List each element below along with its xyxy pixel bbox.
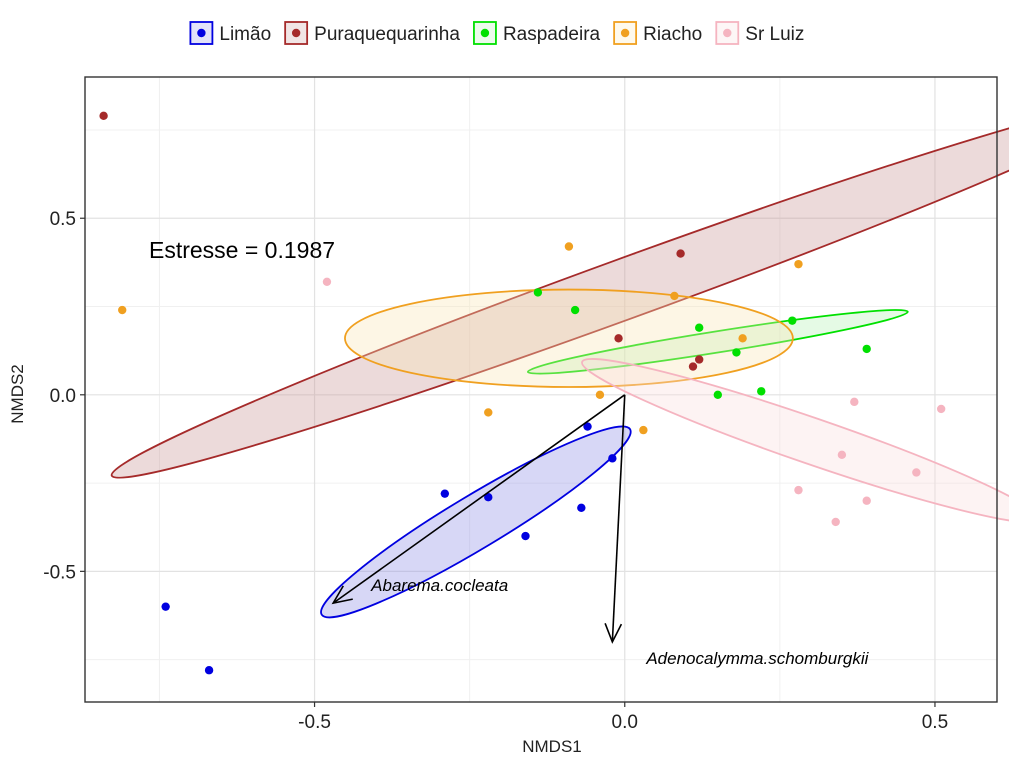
- x-tick-label: -0.5: [298, 712, 331, 733]
- x-tick-label: 0.5: [922, 712, 948, 733]
- point-raspadeira: [714, 391, 722, 399]
- legend-marker: [197, 29, 205, 37]
- point-raspadeira: [695, 324, 703, 332]
- legend-label: Limão: [219, 24, 271, 45]
- point-riacho: [596, 391, 604, 399]
- point-sr-luiz: [838, 451, 846, 459]
- legend-marker: [292, 29, 300, 37]
- ellipse-riacho: [345, 290, 793, 387]
- point-limão: [521, 532, 529, 540]
- point-sr-luiz: [323, 278, 331, 286]
- point-riacho: [738, 334, 746, 342]
- point-raspadeira: [571, 306, 579, 314]
- point-puraquequarinha: [689, 362, 697, 370]
- point-sr-luiz: [831, 518, 839, 526]
- y-tick-label: -0.5: [43, 562, 76, 583]
- point-limão: [441, 489, 449, 497]
- point-riacho: [794, 260, 802, 268]
- x-tick-label: 0.0: [612, 712, 638, 733]
- point-sr-luiz: [863, 497, 871, 505]
- legend-marker: [621, 29, 629, 37]
- point-sr-luiz: [850, 398, 858, 406]
- point-raspadeira: [732, 348, 740, 356]
- point-puraquequarinha: [695, 355, 703, 363]
- point-limão: [608, 454, 616, 462]
- point-puraquequarinha: [676, 249, 684, 257]
- point-raspadeira: [757, 387, 765, 395]
- point-raspadeira: [863, 345, 871, 353]
- point-puraquequarinha: [614, 334, 622, 342]
- legend-marker: [481, 29, 489, 37]
- point-sr-luiz: [794, 486, 802, 494]
- point-raspadeira: [788, 316, 796, 324]
- point-limão: [161, 602, 169, 610]
- y-axis-label: NMDS2: [8, 364, 27, 424]
- x-axis-label: NMDS1: [522, 737, 582, 756]
- legend: Limão Puraquequarinha Raspadeira Riacho Sr L…: [190, 22, 804, 45]
- point-riacho: [639, 426, 647, 434]
- legend-label: Sr Luiz: [745, 24, 804, 45]
- stress-annotation: Estresse = 0.1987: [149, 237, 335, 263]
- plot-background: [85, 77, 997, 702]
- legend-marker: [723, 29, 731, 37]
- point-limão: [205, 666, 213, 674]
- point-riacho: [565, 242, 573, 250]
- vector-label: Adenocalymma.schomburgkii: [645, 649, 869, 668]
- point-riacho: [118, 306, 126, 314]
- y-tick-label: 0.0: [50, 386, 76, 407]
- point-riacho: [670, 292, 678, 300]
- legend-label: Riacho: [643, 24, 702, 45]
- point-puraquequarinha: [99, 112, 107, 120]
- point-sr-luiz: [912, 468, 920, 476]
- point-sr-luiz: [937, 405, 945, 413]
- legend-label: Puraquequarinha: [314, 24, 460, 45]
- point-limão: [577, 504, 585, 512]
- vector-label: Abarema.cocleata: [370, 576, 508, 595]
- point-raspadeira: [534, 288, 542, 296]
- legend-label: Raspadeira: [503, 24, 601, 45]
- point-riacho: [484, 408, 492, 416]
- y-tick-label: 0.5: [50, 209, 76, 230]
- plot-area: [85, 77, 997, 702]
